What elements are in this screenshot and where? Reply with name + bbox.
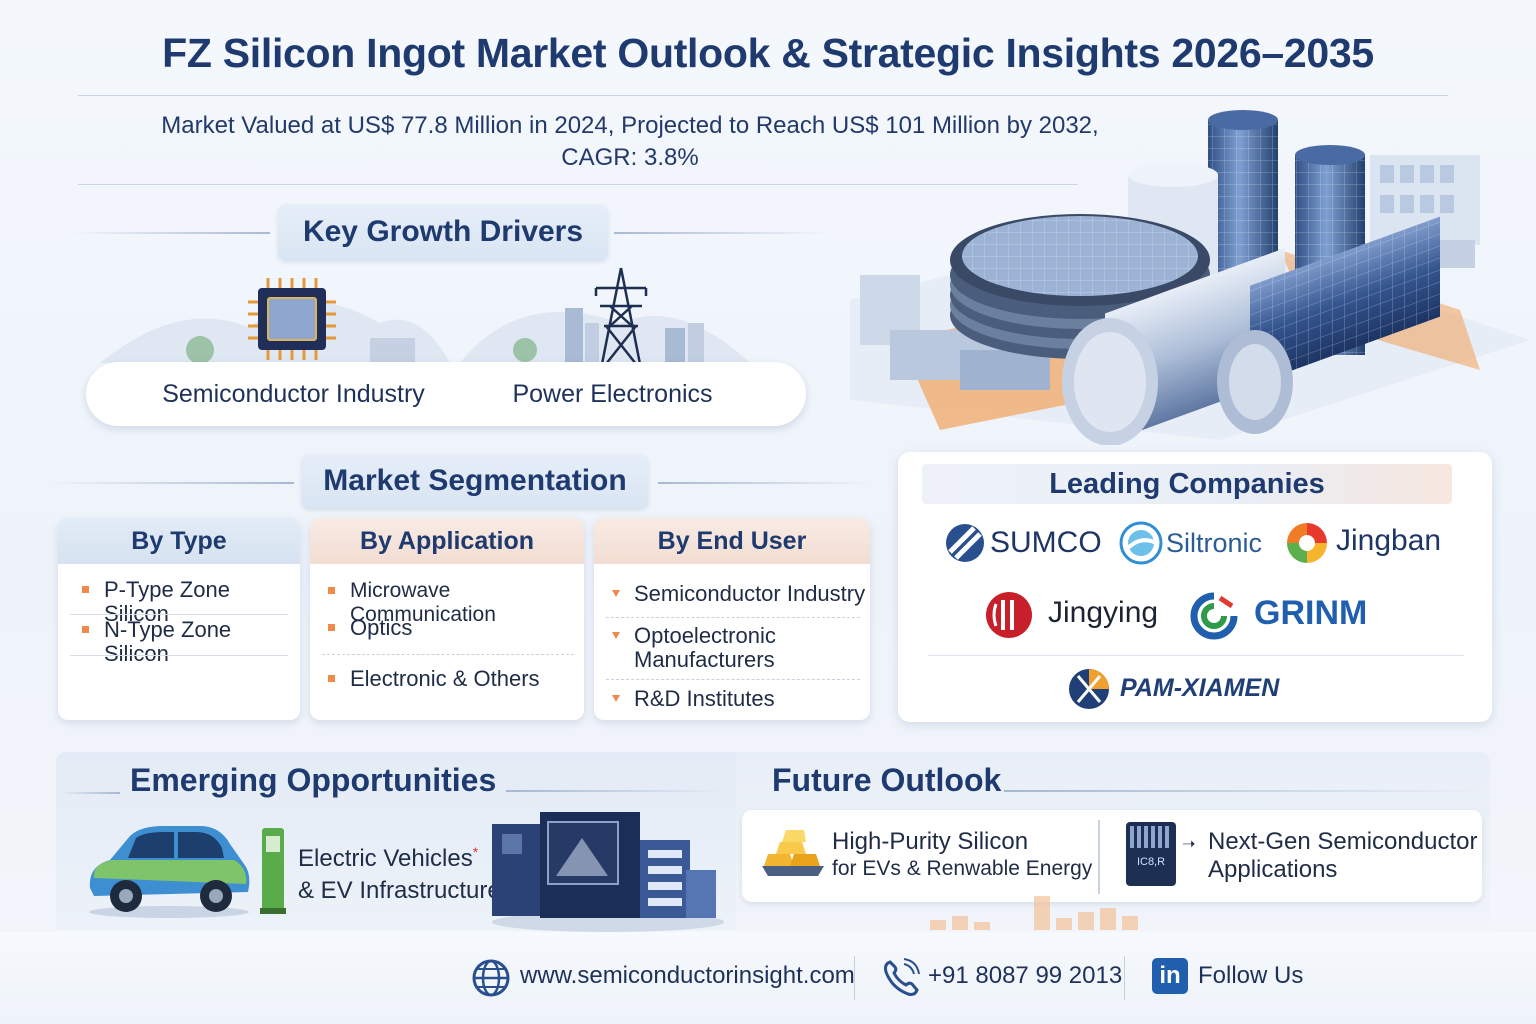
- drivers-bar: [86, 362, 806, 426]
- companies-divider: [928, 655, 1464, 656]
- outlook-item-next-gen: Next-Gen Semiconductor Applications: [1208, 828, 1477, 884]
- phone-icon: [884, 958, 920, 996]
- drivers-heading: Key Growth Drivers: [278, 204, 608, 260]
- linkedin-icon[interactable]: in: [1152, 958, 1188, 994]
- segment-by-application-title: By Application: [310, 518, 584, 564]
- market-summary-line-1: Market Valued at US$ 77.8 Million in 202…: [161, 112, 1099, 139]
- segment-item: Optoelectronic Manufacturers: [598, 624, 776, 672]
- drivers-line-right: [614, 232, 830, 234]
- outlook-item-high-purity: High-Purity Silicon for EVs & Renwable E…: [832, 828, 1092, 882]
- grinm-logo-icon: [1190, 592, 1238, 640]
- power-tower-icon: [594, 267, 648, 365]
- globe-icon: [472, 959, 510, 997]
- segment-item: N-Type Zone Silicon: [68, 618, 300, 666]
- segment-item: R&D Institutes: [598, 687, 775, 711]
- gold-bars-icon: [762, 830, 824, 876]
- footer-divider: [854, 956, 855, 1000]
- segment-by-type: By Type P-Type Zone Silicon N-Type Zone …: [58, 518, 300, 720]
- electric-car-icon: [89, 826, 250, 918]
- jingban-logo-icon: [1287, 523, 1327, 563]
- opportunity-ev-line-2: & EV Infrastructure: [298, 877, 501, 904]
- market-summary-line-2: CAGR: 3.8%: [561, 144, 699, 171]
- computer-server-icon: [492, 812, 724, 932]
- segment-item: Microwave Communication: [314, 579, 584, 627]
- sumco-logo-icon: [946, 524, 984, 562]
- pam-xiamen-logo-icon: [1069, 669, 1109, 709]
- footer-divider: [1124, 956, 1125, 1000]
- segment-by-application: By Application Microwave Communication O…: [310, 518, 584, 720]
- silicon-ingots-illustration: [850, 110, 1530, 445]
- follow-us-link[interactable]: Follow Us: [1198, 962, 1304, 989]
- outlook-item-2-line-2: Applications: [1208, 856, 1338, 883]
- ev-charger-icon: [260, 828, 286, 914]
- outlook-heading: Future Outlook: [772, 762, 1002, 798]
- segment-by-end-user-title: By End User: [594, 518, 870, 564]
- summary-divider: [78, 184, 1078, 185]
- company-sumco: SUMCO: [990, 526, 1102, 559]
- company-pam-xiamen: PAM-XIAMEN: [1120, 674, 1280, 702]
- segment-by-type-title: By Type: [58, 518, 300, 564]
- outlook-line: [1004, 790, 1484, 792]
- phone-number[interactable]: +91 8087 99 2013: [928, 962, 1123, 989]
- segmentation-line-right: [658, 482, 872, 484]
- opportunities-line-right: [506, 790, 726, 792]
- outlook-divider: [1098, 820, 1100, 894]
- outlook-item-2-line-1: Next-Gen Semiconductor: [1208, 828, 1478, 855]
- jingying-logo-icon: [986, 592, 1032, 638]
- segment-item: P-Type Zone Silicon: [68, 578, 300, 626]
- company-grinm: GRINM: [1254, 594, 1368, 632]
- decorative-bars-icon: [930, 896, 1138, 930]
- opportunity-ev-text: Electric Vehicles* & EV Infrastructure: [298, 836, 501, 907]
- segment-item: Optics: [314, 616, 412, 640]
- segment-by-end-user: By End User Semiconductor Industry Optoe…: [594, 518, 870, 720]
- segmentation-line-left: [48, 482, 294, 484]
- next-gen-chip-icon: IC8,R: [1126, 822, 1176, 886]
- outlook-box: [742, 810, 1482, 902]
- market-summary: Market Valued at US$ 77.8 Million in 202…: [100, 110, 1160, 174]
- companies-heading-band: [922, 464, 1452, 504]
- company-jingying: Jingying: [1048, 596, 1159, 629]
- company-siltronic: Siltronic: [1166, 528, 1263, 558]
- outlook-item-1-line-2: for EVs & Renwable Energy: [832, 857, 1093, 880]
- companies-heading: Leading Companies: [1049, 468, 1325, 500]
- title-divider: [78, 95, 1448, 96]
- driver-semiconductor-industry: Semiconductor Industry: [162, 380, 425, 408]
- opportunities-line-left: [60, 792, 120, 794]
- opportunity-ev-marker: *: [472, 844, 479, 860]
- segment-item: Semiconductor Industry: [598, 582, 865, 606]
- opportunities-heading: Emerging Opportunities: [130, 762, 497, 798]
- drivers-scenery: [100, 301, 750, 364]
- segment-item: Electronic & Others: [314, 667, 540, 691]
- outlook-item-1-line-1: High-Purity Silicon: [832, 828, 1029, 855]
- segmentation-heading: Market Segmentation: [302, 454, 648, 508]
- arrow-right-icon: ➝: [1182, 836, 1196, 853]
- siltronic-logo-icon: [1119, 521, 1163, 565]
- footer: [0, 932, 1536, 1024]
- company-jingban: Jingban: [1336, 524, 1442, 557]
- website-link[interactable]: www.semiconductorinsight.com: [520, 962, 855, 989]
- chip-label: IC8,R: [1136, 856, 1166, 868]
- opportunity-ev-line-1: Electric Vehicles: [298, 845, 473, 872]
- driver-power-electronics: Power Electronics: [512, 380, 713, 408]
- chip-icon: [248, 278, 336, 360]
- page-title: FZ Silicon Ingot Market Outlook & Strate…: [162, 30, 1374, 76]
- drivers-line-left: [70, 232, 270, 234]
